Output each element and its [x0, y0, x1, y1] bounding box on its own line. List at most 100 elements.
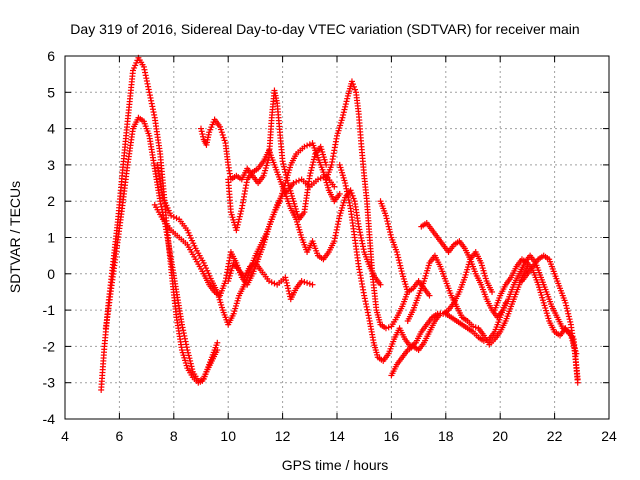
data-point [198, 125, 204, 132]
data-point [142, 69, 149, 76]
data-point [382, 325, 389, 332]
data-point [306, 141, 313, 148]
data-point [185, 349, 192, 356]
data-point [298, 278, 305, 285]
y-tick-label: -4 [43, 411, 56, 427]
data-point [141, 66, 148, 73]
data-point [157, 201, 164, 208]
x-tick-label: 14 [329, 428, 345, 444]
data-point [147, 94, 154, 101]
data-point [387, 229, 394, 236]
data-point [345, 196, 352, 203]
data-point [234, 224, 241, 231]
data-point [238, 208, 245, 215]
x-tick-label: 16 [384, 428, 400, 444]
data-point [565, 313, 572, 320]
x-tick-label: 18 [438, 428, 454, 444]
data-point [234, 221, 241, 228]
data-point [219, 131, 226, 138]
data-point [336, 215, 343, 222]
data-point [145, 83, 152, 90]
data-point [217, 123, 224, 130]
data-point [364, 309, 371, 316]
data-point [343, 188, 350, 195]
data-point [142, 72, 149, 79]
data-point [178, 321, 185, 328]
data-point [334, 224, 341, 231]
data-point [183, 344, 190, 351]
data-point [343, 185, 350, 192]
data-point [283, 279, 290, 286]
data-point [480, 337, 487, 344]
data-point [179, 324, 186, 331]
data-point [198, 376, 204, 383]
data-point [395, 254, 402, 261]
data-point [308, 167, 315, 174]
y-tick-label: 3 [47, 157, 55, 173]
data-point [145, 86, 152, 93]
data-point [396, 259, 403, 266]
data-point [283, 174, 290, 181]
data-point [562, 299, 569, 306]
data-point [148, 100, 155, 107]
data-point [307, 170, 314, 177]
data-point [309, 161, 316, 168]
data-point [149, 106, 156, 113]
y-tick-label: 5 [47, 84, 55, 100]
data-point [342, 103, 349, 110]
data-point [266, 278, 272, 285]
x-tick-label: 10 [220, 428, 236, 444]
data-point [346, 199, 353, 206]
data-point [187, 360, 194, 367]
data-point [382, 212, 389, 219]
data-point [347, 187, 354, 194]
data-point [285, 288, 292, 295]
data-point [342, 180, 349, 187]
series-trace-8 [323, 78, 411, 332]
data-point [158, 203, 165, 210]
data-point [170, 213, 177, 220]
data-point [283, 277, 289, 284]
data-point [358, 234, 365, 241]
data-point [217, 126, 224, 133]
data-point [340, 111, 347, 118]
data-point [426, 292, 433, 299]
data-point [383, 215, 390, 222]
data-point [358, 237, 365, 244]
data-point [150, 109, 157, 116]
x-tick-label: 4 [61, 428, 69, 444]
series-trace-13 [418, 219, 581, 383]
series-trace-2 [102, 114, 221, 384]
data-point [214, 339, 221, 346]
data-point [285, 285, 292, 292]
data-point [386, 226, 393, 233]
data-point [143, 78, 150, 85]
data-point [286, 290, 293, 297]
data-point [385, 324, 392, 331]
data-point [361, 292, 368, 299]
data-point [306, 280, 313, 287]
data-point [310, 156, 317, 163]
data-point [333, 229, 340, 236]
data-point [331, 238, 338, 245]
data-point [180, 327, 187, 334]
data-point [331, 183, 338, 190]
data-point [340, 109, 347, 116]
data-point [279, 158, 286, 165]
gridlines [65, 56, 609, 419]
data-point [333, 226, 340, 233]
data-point [360, 246, 367, 253]
data-point [356, 226, 363, 233]
series-trace-5 [198, 87, 330, 223]
data-point [345, 194, 352, 201]
series-trace-10 [377, 198, 433, 299]
data-point [355, 223, 362, 230]
data-point [310, 159, 317, 166]
data-point [311, 153, 318, 160]
y-tick-label: -3 [43, 375, 56, 391]
series-trace-1 [98, 54, 221, 393]
data-point [186, 355, 193, 362]
data-point [398, 268, 405, 275]
data-point [470, 323, 476, 330]
data-point [189, 366, 196, 373]
